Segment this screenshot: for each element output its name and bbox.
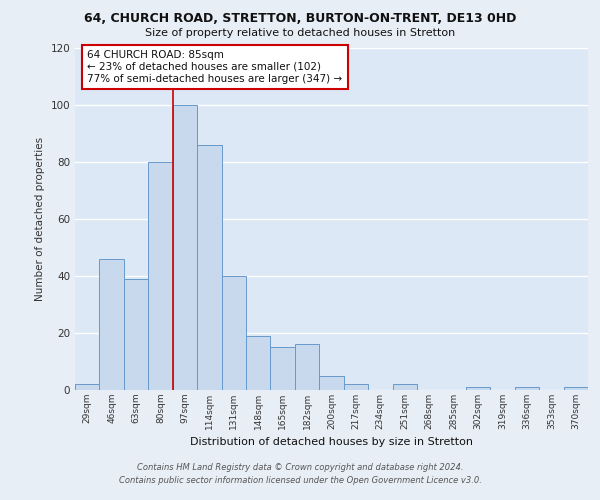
X-axis label: Distribution of detached houses by size in Stretton: Distribution of detached houses by size … xyxy=(190,438,473,448)
Bar xyxy=(173,104,197,390)
Text: Contains public sector information licensed under the Open Government Licence v3: Contains public sector information licen… xyxy=(119,476,481,485)
Bar xyxy=(344,384,368,390)
Text: 64, CHURCH ROAD, STRETTON, BURTON-ON-TRENT, DE13 0HD: 64, CHURCH ROAD, STRETTON, BURTON-ON-TRE… xyxy=(84,12,516,26)
Bar xyxy=(75,384,100,390)
Bar xyxy=(246,336,271,390)
Bar xyxy=(295,344,319,390)
Bar xyxy=(466,387,490,390)
Bar xyxy=(197,144,221,390)
Bar xyxy=(100,258,124,390)
Bar xyxy=(148,162,173,390)
Bar xyxy=(515,387,539,390)
Bar xyxy=(563,387,588,390)
Bar xyxy=(392,384,417,390)
Text: Contains HM Land Registry data © Crown copyright and database right 2024.: Contains HM Land Registry data © Crown c… xyxy=(137,464,463,472)
Bar xyxy=(319,376,344,390)
Bar xyxy=(124,278,148,390)
Text: Size of property relative to detached houses in Stretton: Size of property relative to detached ho… xyxy=(145,28,455,38)
Y-axis label: Number of detached properties: Number of detached properties xyxy=(35,136,45,301)
Bar xyxy=(221,276,246,390)
Bar xyxy=(271,347,295,390)
Text: 64 CHURCH ROAD: 85sqm
← 23% of detached houses are smaller (102)
77% of semi-det: 64 CHURCH ROAD: 85sqm ← 23% of detached … xyxy=(87,50,343,84)
